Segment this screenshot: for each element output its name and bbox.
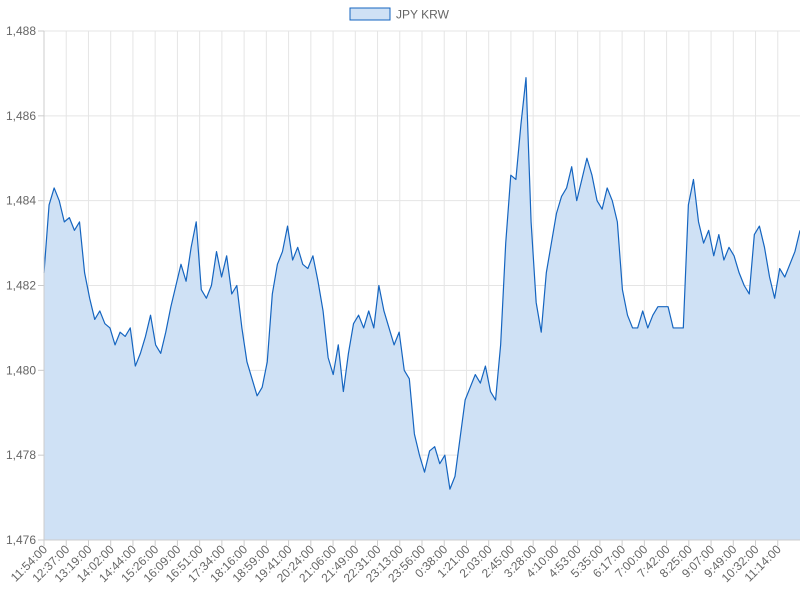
series-area-fill bbox=[44, 77, 800, 540]
y-tick-label: 1,478 bbox=[6, 448, 36, 462]
legend-swatch[interactable] bbox=[349, 7, 391, 21]
legend[interactable]: JPY KRW bbox=[349, 7, 450, 22]
legend-label[interactable]: JPY KRW bbox=[396, 8, 450, 22]
series-line[interactable] bbox=[43, 77, 800, 490]
y-tick-label: 1,486 bbox=[6, 109, 36, 123]
y-tick-label: 1,480 bbox=[6, 363, 36, 377]
series-area-layer bbox=[43, 77, 800, 540]
y-tick-label: 1,488 bbox=[6, 24, 36, 38]
y-tick-label: 1,482 bbox=[6, 279, 36, 293]
y-tick-label: 1,476 bbox=[6, 533, 36, 547]
y-tick-label: 1,484 bbox=[6, 194, 36, 208]
